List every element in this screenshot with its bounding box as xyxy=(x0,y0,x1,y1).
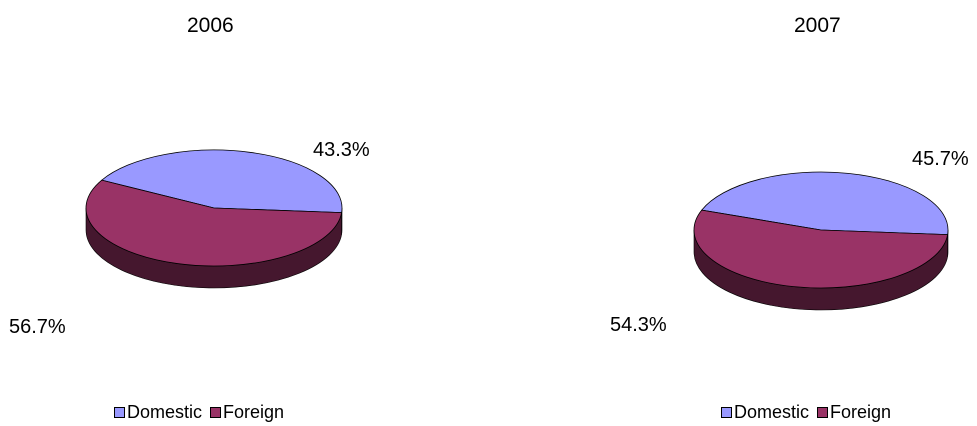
legend-label-foreign: Foreign xyxy=(830,402,892,422)
legend: Domestic Foreign xyxy=(114,402,292,423)
legend-label-foreign: Foreign xyxy=(223,402,285,422)
legend-label-domestic: Domestic xyxy=(127,402,203,422)
legend-swatch-foreign xyxy=(210,407,222,418)
chart-title: 2007 xyxy=(794,14,841,37)
legend-swatch-domestic xyxy=(114,407,125,418)
legend-item-foreign: Foreign xyxy=(210,402,284,423)
data-label-foreign: 54.3% xyxy=(610,314,667,336)
data-label-foreign: 56.7% xyxy=(9,316,66,338)
pie-slice-domestic xyxy=(100,149,343,214)
legend-swatch-foreign xyxy=(817,407,829,418)
pie-chart xyxy=(693,171,949,311)
legend: Domestic Foreign xyxy=(721,402,899,423)
pie-chart xyxy=(85,149,343,289)
pie-slice-foreign xyxy=(85,179,343,267)
legend-swatch-domestic xyxy=(721,407,732,418)
pie-slice-domestic xyxy=(700,171,949,236)
chart-2006: 2006 43.3% 56.7% Domestic Foreign xyxy=(0,0,440,426)
legend-label-domestic: Domestic xyxy=(734,402,810,422)
data-label-domestic: 43.3% xyxy=(313,139,370,161)
legend-item-foreign: Foreign xyxy=(817,402,891,423)
chart-2007: 2007 45.7% 54.3% Domestic Foreign xyxy=(537,0,977,426)
legend-item-domestic: Domestic xyxy=(114,402,202,423)
pie-slice-foreign xyxy=(693,209,949,289)
legend-item-domestic: Domestic xyxy=(721,402,809,423)
data-label-domestic: 45.7% xyxy=(912,148,969,170)
chart-title: 2006 xyxy=(187,14,234,37)
